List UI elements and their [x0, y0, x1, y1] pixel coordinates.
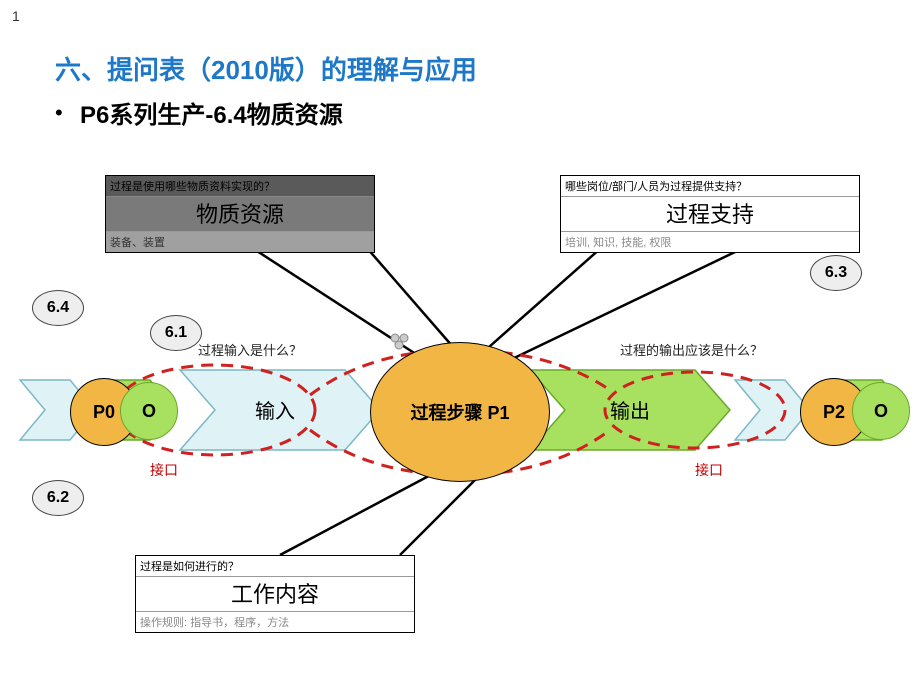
bubble-6-1: 6.1: [150, 315, 202, 351]
question-input: 过程输入是什么？: [198, 340, 302, 359]
box-support-main: 过程支持: [561, 197, 859, 232]
box-material-q: 过程是使用哪些物质资料实现的？: [106, 176, 374, 197]
input-arrow-label: 输入: [255, 400, 295, 423]
bubble-6-4: 6.4: [32, 290, 84, 326]
box-work-main: 工作内容: [136, 577, 414, 612]
output-arrow-label: 输出: [610, 400, 650, 423]
box-support: 哪些岗位/部门/人员为过程提供支持？ 过程支持 培训, 知识, 技能, 权限: [560, 175, 860, 253]
box-support-foot: 培训, 知识, 技能, 权限: [561, 232, 859, 252]
interface-left: 接口: [150, 460, 178, 480]
box-material: 过程是使用哪些物质资料实现的？ 物质资源 装备、装置: [105, 175, 375, 253]
node-o-left: O: [120, 382, 178, 440]
box-work-q: 过程是如何进行的？: [136, 556, 414, 577]
bubble-6-2: 6.2: [32, 480, 84, 516]
box-work-foot: 操作规则: 指导书，程序，方法: [136, 612, 414, 632]
box-support-q: 哪些岗位/部门/人员为过程提供支持？: [561, 176, 859, 197]
box-material-main: 物质资源: [106, 197, 374, 232]
node-o-right: O: [852, 382, 910, 440]
question-output: 过程的输出应该是什么？: [620, 340, 763, 359]
bubble-6-3: 6.3: [810, 255, 862, 291]
box-work: 过程是如何进行的？ 工作内容 操作规则: 指导书，程序，方法: [135, 555, 415, 633]
node-center: 过程步骤 P1: [370, 342, 550, 482]
interface-right: 接口: [695, 460, 723, 480]
box-material-foot: 装备、装置: [106, 232, 374, 252]
